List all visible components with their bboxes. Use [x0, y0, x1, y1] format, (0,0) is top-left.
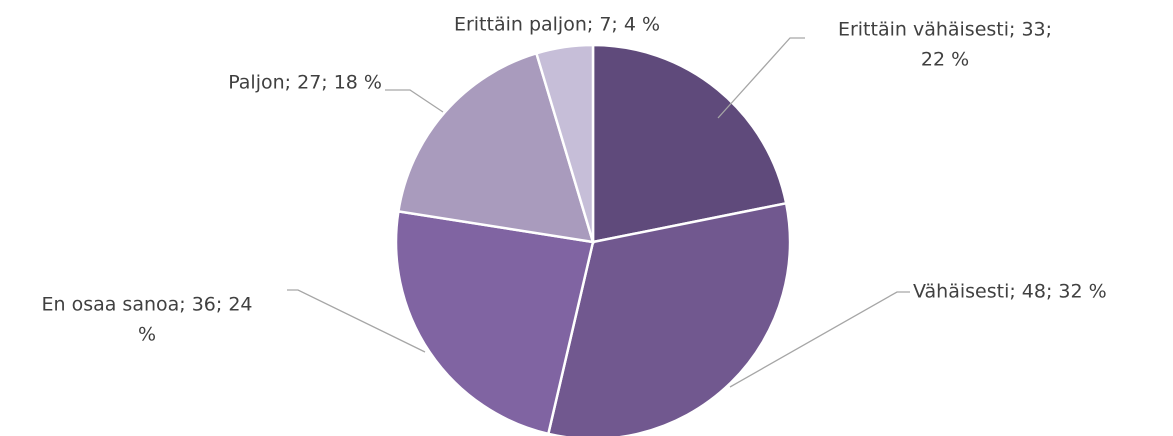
pie-slice: [396, 51, 595, 244]
data-label: 22 %: [921, 49, 969, 71]
leader-line: [729, 291, 910, 388]
leader-line: [717, 37, 805, 119]
pie-slice: [546, 201, 792, 436]
data-label: Vähäisesti; 48; 32 %: [913, 281, 1107, 303]
data-label: Erittäin vähäisesti; 33;: [838, 19, 1052, 41]
leader-line: [287, 289, 426, 353]
data-label: En osaa sanoa; 36; 24: [41, 294, 252, 316]
data-label: %: [138, 324, 156, 346]
pie-slice: [394, 209, 595, 436]
pie-slice: [591, 43, 788, 244]
data-label: Erittäin paljon; 7; 4 %: [454, 14, 660, 36]
leader-line: [385, 89, 444, 113]
pie-slice: [534, 43, 595, 243]
data-label: Paljon; 27; 18 %: [228, 72, 382, 94]
